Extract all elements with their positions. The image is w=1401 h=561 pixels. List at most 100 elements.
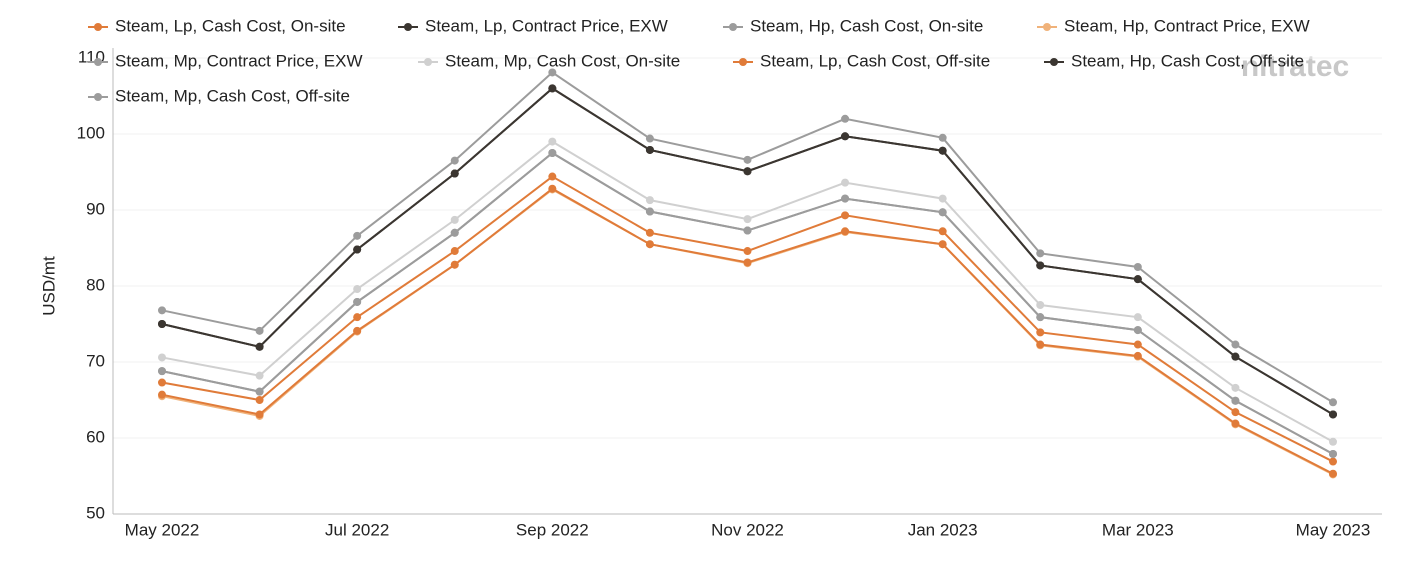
legend-marker (1050, 58, 1058, 66)
legend-marker (424, 58, 432, 66)
data-point (645, 240, 654, 249)
x-tick-label: Jan 2023 (908, 520, 978, 539)
data-point (1133, 340, 1142, 349)
data-point (255, 387, 264, 396)
data-point (158, 320, 166, 328)
data-point (1133, 326, 1142, 335)
data-point (548, 172, 557, 181)
series-line (161, 151, 1334, 455)
x-tick-label: May 2023 (1296, 520, 1371, 539)
data-point (1133, 351, 1142, 360)
data-point (1231, 352, 1240, 361)
data-point (1036, 328, 1045, 337)
data-point (645, 134, 654, 143)
data-point (938, 227, 947, 236)
data-point (743, 226, 752, 235)
x-tick-label: Sep 2022 (516, 520, 589, 539)
data-point (450, 247, 459, 256)
data-point (743, 258, 752, 267)
legend-label: Steam, Hp, Cash Cost, Off-site (1071, 51, 1304, 70)
data-point (450, 215, 459, 224)
legend-label: Steam, Mp, Cash Cost, On-site (445, 51, 680, 70)
data-point (1036, 301, 1045, 309)
legend-label: Steam, Lp, Contract Price, EXW (425, 16, 668, 35)
data-point (548, 68, 557, 77)
legend-label: Steam, Mp, Cash Cost, Off-site (115, 86, 350, 105)
data-point (450, 156, 459, 165)
data-point (743, 215, 752, 224)
data-point (938, 194, 947, 203)
series-line (161, 71, 1334, 404)
data-point (1231, 340, 1240, 349)
data-point (353, 231, 362, 240)
data-point (743, 167, 752, 176)
data-point (1036, 313, 1045, 322)
data-point (1036, 249, 1045, 258)
legend-label: Steam, Lp, Cash Cost, Off-site (760, 51, 990, 70)
legend-label: Steam, Hp, Contract Price, EXW (1064, 16, 1310, 35)
data-point (841, 132, 850, 141)
data-point (353, 313, 362, 322)
x-tick-label: Mar 2023 (1102, 520, 1174, 539)
legend-marker (94, 93, 102, 101)
data-point (938, 240, 947, 249)
y-tick-label: 50 (86, 503, 105, 522)
data-point (450, 169, 459, 178)
legend-marker (404, 23, 412, 31)
data-point (1231, 419, 1240, 428)
data-point (1329, 449, 1337, 458)
data-point (841, 211, 850, 220)
data-point (353, 285, 362, 294)
y-tick-label: 70 (86, 351, 105, 370)
data-point (255, 326, 264, 335)
y-tick-label: 90 (86, 199, 105, 218)
y-tick-label: 80 (86, 275, 105, 294)
data-point (841, 178, 850, 187)
x-tick-label: Jul 2022 (325, 520, 389, 539)
data-point (450, 228, 459, 237)
data-point (1231, 408, 1240, 417)
data-point (1036, 340, 1045, 349)
data-point (158, 367, 166, 376)
legend-marker (1043, 23, 1051, 31)
data-point (548, 84, 557, 93)
legend-marker (739, 58, 747, 66)
data-point (450, 260, 459, 269)
legend-marker (729, 23, 737, 31)
data-point (1231, 383, 1240, 392)
data-point (1133, 263, 1142, 271)
x-tick-label: May 2022 (125, 520, 200, 539)
y-tick-label: 60 (86, 427, 105, 446)
data-point (353, 297, 362, 306)
data-point (158, 390, 166, 399)
legend-marker (94, 23, 102, 31)
data-point (1329, 410, 1337, 419)
data-point (1329, 469, 1337, 478)
data-point (1231, 396, 1240, 405)
data-point (645, 228, 654, 237)
data-point (255, 342, 264, 351)
data-point (255, 371, 264, 380)
y-axis-label: USD/mt (39, 256, 58, 316)
legend-label: Steam, Mp, Contract Price, EXW (115, 51, 363, 70)
watermark: nitratec (1241, 50, 1349, 83)
data-point (548, 137, 557, 146)
data-point (1133, 275, 1142, 284)
data-point (841, 227, 850, 236)
data-point (938, 146, 947, 155)
y-tick-label: 100 (77, 123, 105, 142)
data-point (645, 207, 654, 216)
data-point (743, 155, 752, 164)
data-point (841, 194, 850, 203)
legend-marker (94, 58, 102, 66)
series-line (161, 151, 1334, 455)
data-point (1329, 437, 1337, 446)
data-point (353, 326, 362, 335)
data-point (548, 149, 557, 157)
data-point (255, 410, 264, 419)
data-point (743, 247, 752, 256)
data-point (645, 145, 654, 154)
data-point (353, 245, 362, 254)
legend-label: Steam, Lp, Cash Cost, On-site (115, 16, 346, 35)
